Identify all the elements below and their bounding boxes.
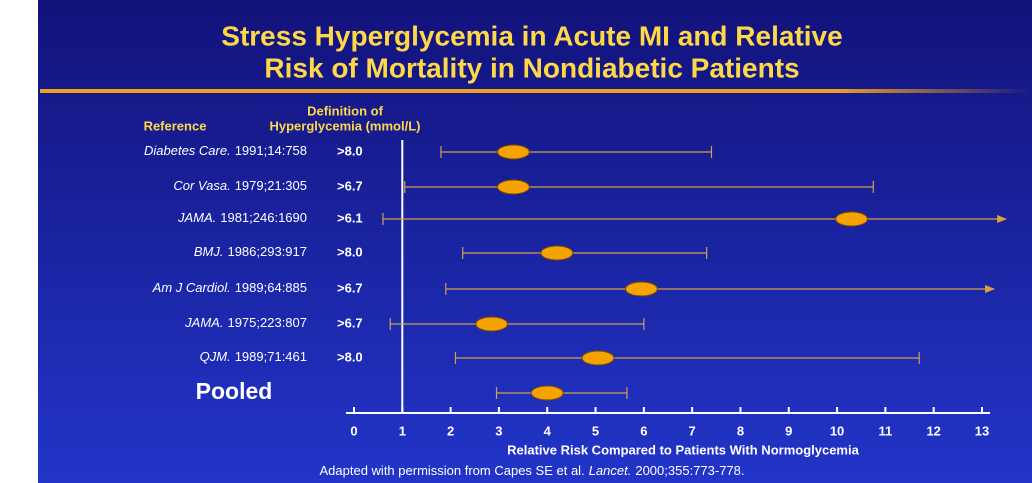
reference: QJM. 1989;71:461: [200, 349, 307, 364]
x-tick-label: 7: [689, 423, 696, 438]
x-tick-label: 0: [350, 423, 357, 438]
title-line: Risk of Mortality in Nondiabetic Patient…: [264, 52, 799, 83]
definition: >6.7: [337, 280, 363, 295]
x-tick-label: 10: [830, 423, 844, 438]
x-tick-label: 5: [592, 423, 599, 438]
reference: BMJ. 1986;293:917: [194, 244, 307, 259]
reference-journal: QJM.: [200, 349, 231, 364]
point-estimate: [496, 144, 530, 160]
reference: JAMA. 1981;246:1690: [177, 210, 307, 225]
reference-journal: JAMA.: [184, 315, 223, 330]
footnote-journal: Lancet.: [589, 463, 632, 478]
reference: JAMA. 1975;223:807: [184, 315, 307, 330]
reference-citation: 1979;21:305: [235, 178, 307, 193]
x-tick-label: 1: [399, 423, 406, 438]
point-estimate: [475, 316, 509, 332]
reference-citation: 1981;246:1690: [220, 210, 307, 225]
reference-citation: 1975;223:807: [227, 315, 307, 330]
x-tick-label: 11: [879, 423, 893, 438]
reference: Cor Vasa. 1979;21:305: [173, 178, 307, 193]
definition: >6.1: [337, 210, 363, 225]
column-header: Definition of: [307, 103, 383, 118]
definition: >6.7: [337, 178, 363, 193]
reference-citation: 1989;71:461: [235, 349, 307, 364]
definition: >8.0: [337, 143, 363, 158]
reference-journal: Am J Cardiol.: [152, 280, 231, 295]
title-line: Stress Hyperglycemia in Acute MI and Rel…: [221, 20, 842, 51]
slide-background: [38, 0, 1032, 483]
point-estimate: [530, 385, 564, 401]
footnote: Adapted with permission from Capes SE et…: [320, 463, 745, 478]
x-tick-label: 3: [495, 423, 502, 438]
reference: Diabetes Care. 1991;14:758: [144, 143, 307, 158]
definition: >6.7: [337, 315, 363, 330]
definition: >8.0: [337, 244, 363, 259]
x-tick-label: 12: [926, 423, 940, 438]
title-rule: [40, 89, 1032, 93]
x-tick-label: 8: [737, 423, 744, 438]
footnote-citation: 2000;355:773-778.: [635, 463, 744, 478]
reference-citation: 1986;293:917: [227, 244, 307, 259]
reference-journal: Cor Vasa.: [173, 178, 230, 193]
point-estimate: [835, 211, 869, 227]
x-tick-label: 4: [544, 423, 552, 438]
point-estimate: [540, 245, 574, 261]
x-axis-label: Relative Risk Compared to Patients With …: [507, 442, 859, 457]
reference-citation: 1989;64:885: [235, 280, 307, 295]
definition: >8.0: [337, 349, 363, 364]
reference-journal: JAMA.: [177, 210, 216, 225]
point-estimate: [581, 350, 615, 366]
x-tick-label: 13: [975, 423, 989, 438]
column-header: Hyperglycemia (mmol/L): [270, 118, 421, 133]
pooled-label: Pooled: [196, 378, 273, 404]
x-tick-label: 6: [640, 423, 647, 438]
x-tick-label: 9: [785, 423, 792, 438]
reference: Am J Cardiol. 1989;64:885: [152, 280, 307, 295]
point-estimate: [496, 179, 530, 195]
reference-citation: 1991;14:758: [235, 143, 307, 158]
footnote-text: Adapted with permission from Capes SE et…: [320, 463, 585, 478]
x-tick-label: 2: [447, 423, 454, 438]
reference-journal: Diabetes Care.: [144, 143, 231, 158]
column-header: Reference: [144, 118, 207, 133]
point-estimate: [624, 281, 658, 297]
reference-journal: BMJ.: [194, 244, 224, 259]
